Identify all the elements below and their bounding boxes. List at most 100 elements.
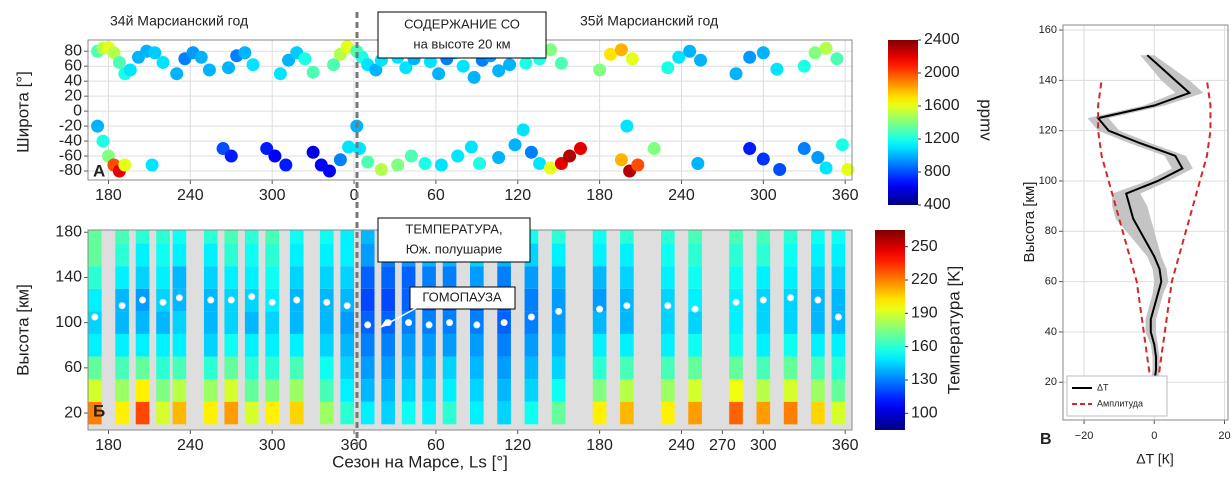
co-point: [797, 59, 811, 73]
homopause-point: [446, 319, 454, 327]
homopause-point: [139, 296, 147, 304]
heatmap-cell: [783, 266, 798, 289]
heatmap-cell: [620, 230, 634, 244]
heatmap-cell: [172, 379, 187, 402]
homopause-point: [834, 313, 842, 321]
co-point: [467, 70, 481, 84]
co-point: [268, 149, 282, 163]
heatmap-cell: [756, 401, 771, 425]
heatmap-cell: [340, 333, 355, 357]
heatmap-cell: [115, 401, 129, 425]
heatmap-cell: [470, 401, 484, 425]
homopause-point: [473, 321, 481, 329]
x-tick-label: 120: [504, 187, 531, 204]
heatmap-cell: [688, 379, 702, 402]
heatmap-cell: [592, 356, 607, 380]
y-tick-label: 100: [1039, 175, 1057, 187]
x-tick-label: 240: [177, 437, 204, 454]
annotation-title: СОДЕРЖАНИЕ СО: [404, 16, 520, 31]
legend-label: ΔT: [1097, 382, 1109, 392]
heatmap-cell: [156, 311, 170, 334]
heatmap-cell: [661, 401, 675, 425]
heatmap-cell: [319, 311, 334, 334]
heatmap-cell: [265, 356, 279, 380]
heatmap-cell: [115, 379, 129, 402]
heatmap-cell: [831, 230, 846, 244]
heatmap: [88, 230, 846, 425]
heatmap-cell: [135, 311, 150, 334]
heatmap-cell: [783, 333, 798, 357]
heatmap-cell: [115, 311, 129, 334]
heatmap-cell: [524, 379, 539, 402]
co-point: [614, 43, 628, 57]
heatmap-cell: [289, 333, 304, 357]
colorbar-tick-label: 1200: [924, 130, 960, 147]
heatmap-cell: [811, 333, 825, 357]
co-point: [835, 138, 849, 152]
heatmap-cell: [381, 333, 395, 357]
co-point: [683, 44, 697, 58]
co-point: [554, 56, 568, 70]
heatmap-cell: [661, 333, 675, 357]
heatmap-cell: [319, 266, 334, 289]
colorbar-tick-label: 160: [911, 338, 938, 355]
co-point: [369, 63, 383, 77]
heatmap-cell: [470, 266, 484, 289]
co-point: [756, 46, 770, 60]
heatmap-cell: [811, 401, 825, 425]
heatmap-cell: [224, 333, 239, 357]
homopause-point: [691, 305, 699, 313]
co-point: [770, 62, 784, 76]
co-point: [456, 59, 470, 73]
co-point: [647, 142, 661, 156]
co-point: [830, 52, 844, 66]
co-point: [399, 61, 413, 75]
heatmap-cell: [172, 243, 187, 267]
heatmap-cell: [592, 311, 607, 334]
heatmap-cell: [340, 243, 355, 267]
heatmap-cell: [244, 356, 259, 380]
heatmap-cell: [381, 379, 395, 402]
heatmap-cell: [470, 333, 484, 357]
heatmap-cell: [244, 243, 259, 267]
heatmap-cell: [620, 333, 634, 357]
co-point: [574, 142, 588, 156]
heatmap-cell: [289, 243, 304, 267]
colorbar: [888, 40, 918, 205]
x-tick-label: 300: [750, 437, 777, 454]
heatmap-cell: [289, 356, 304, 380]
heatmap-cell: [244, 230, 259, 244]
heatmap-cell: [340, 356, 355, 380]
heatmap-cell: [592, 288, 607, 312]
heatmap-cell: [497, 401, 511, 425]
co-point: [694, 53, 708, 67]
heatmap-cell: [422, 401, 436, 425]
homopause-point: [323, 298, 331, 306]
heatmap-cell: [265, 311, 279, 334]
heatmap-cell: [340, 230, 355, 244]
heatmap-cell: [620, 243, 634, 267]
heatmap-cell: [620, 311, 634, 334]
heatmap-cell: [340, 379, 355, 402]
y-tick-label: 100: [55, 314, 82, 331]
heatmap-cell: [224, 311, 239, 334]
heatmap-cell: [203, 230, 218, 244]
x-tick-label: 300: [750, 187, 777, 204]
y-axis-label: Высота [км]: [13, 284, 32, 376]
heatmap-cell: [831, 266, 846, 289]
co-point: [631, 158, 645, 172]
arrow-head: [380, 319, 389, 328]
homopause-point: [527, 313, 535, 321]
heatmap-cell: [156, 243, 170, 267]
heatmap-cell: [524, 356, 539, 380]
y-tick-label: 140: [55, 269, 82, 286]
co-point: [202, 63, 216, 77]
heatmap-cell: [203, 379, 218, 402]
heatmap-cell: [524, 266, 539, 289]
co-point: [819, 161, 833, 175]
co-point: [563, 149, 577, 163]
colorbar-tick-label: 800: [924, 163, 951, 180]
co-point: [434, 158, 448, 172]
heatmap-cell: [319, 230, 334, 244]
heatmap-cell: [442, 356, 457, 380]
